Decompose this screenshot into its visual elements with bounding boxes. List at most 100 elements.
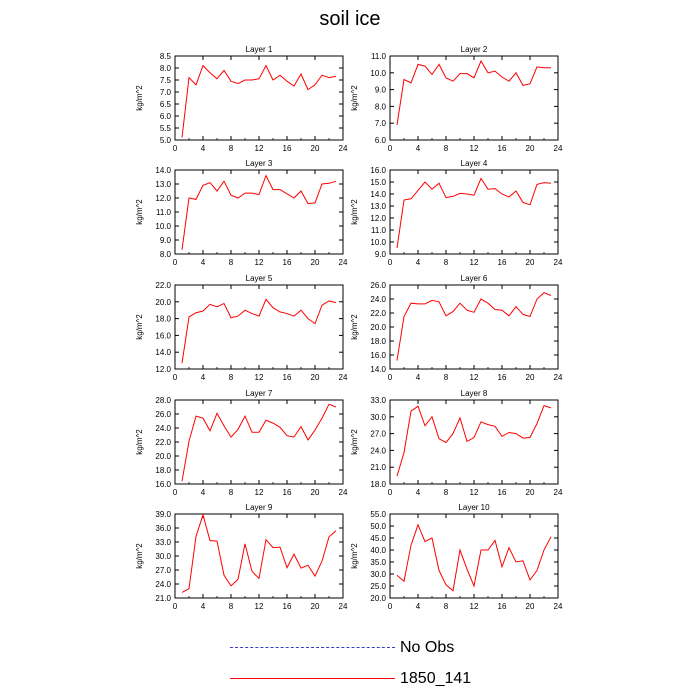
panel-title: Layer 6 [461,274,488,283]
y-tick-label: 45.0 [370,534,386,543]
x-tick-label: 4 [416,602,421,611]
y-tick-label: 55.0 [370,510,386,519]
x-tick-label: 20 [526,144,535,153]
x-tick-label: 16 [498,258,507,267]
x-tick-label: 0 [173,602,178,611]
x-tick-label: 4 [201,488,206,497]
y-tick-label: 5.0 [160,136,172,145]
series-line [181,64,337,138]
panel-frame [174,399,344,485]
x-tick-label: 0 [173,258,178,267]
x-tick-label: 12 [470,488,479,497]
x-tick-label: 4 [201,602,206,611]
y-tick-label: 7.5 [160,76,172,85]
y-tick-label: 10.0 [155,222,171,231]
x-tick-label: 16 [498,144,507,153]
panel-title: Layer 2 [461,45,488,54]
x-tick-label: 12 [255,144,264,153]
y-tick-label: 20.0 [155,452,171,461]
series-line [181,298,337,364]
legend-item-1850-141: 1850_141 [230,667,530,691]
y-tick-label: 21.0 [155,594,171,603]
x-tick-label: 0 [173,144,178,153]
y-tick-label: 8.0 [375,102,387,111]
x-tick-label: 20 [526,373,535,382]
x-tick-label: 8 [444,258,449,267]
x-tick-label: 4 [201,373,206,382]
x-tick-label: 24 [554,488,563,497]
y-tick-label: 22.0 [155,438,171,447]
y-axis-label: kg/m^2 [135,314,144,340]
y-tick-label: 8.0 [160,64,172,73]
y-tick-label: 30.0 [370,570,386,579]
y-tick-label: 33.0 [155,538,171,547]
panel-frame [174,513,344,599]
y-tick-label: 12.0 [370,214,386,223]
y-tick-label: 16.0 [155,480,171,489]
x-tick-label: 8 [229,602,234,611]
series-line [181,174,337,250]
x-tick-label: 16 [498,488,507,497]
y-axis-label: kg/m^2 [350,199,359,225]
y-axis-label: kg/m^2 [350,314,359,340]
legend-label: No Obs [400,639,455,656]
x-tick-label: 0 [388,373,393,382]
y-tick-label: 18.0 [370,480,386,489]
y-tick-label: 7.0 [160,88,172,97]
x-tick-label: 8 [444,602,449,611]
y-tick-label: 10.0 [370,69,386,78]
y-tick-label: 24.0 [370,446,386,455]
y-axis-label: kg/m^2 [135,85,144,111]
legend-item-no-obs: No Obs [230,636,530,660]
x-tick-label: 8 [229,144,234,153]
x-tick-label: 8 [444,488,449,497]
y-tick-label: 33.0 [370,396,386,405]
y-tick-label: 30.0 [370,413,386,422]
panel-title: Layer 9 [246,503,273,512]
page-title: soil ice [319,8,381,30]
y-tick-label: 14.0 [155,348,171,357]
x-tick-label: 16 [498,602,507,611]
panel-frame [174,284,344,370]
y-tick-label: 11.0 [371,52,387,61]
series-line [396,523,552,592]
x-tick-label: 20 [526,488,535,497]
x-tick-label: 24 [339,373,348,382]
y-tick-label: 30.0 [155,552,171,561]
x-tick-label: 4 [416,144,421,153]
x-tick-label: 8 [444,373,449,382]
x-tick-label: 0 [388,144,393,153]
y-tick-label: 16.0 [155,331,171,340]
y-tick-label: 14.0 [370,190,386,199]
x-tick-label: 12 [470,602,479,611]
y-tick-label: 22.0 [155,281,171,290]
x-tick-label: 0 [388,258,393,267]
panel-frame [389,284,559,370]
series-line [396,177,552,249]
panel-frame [389,55,559,141]
panel-title: Layer 5 [246,274,273,283]
y-tick-label: 13.0 [370,202,386,211]
y-tick-label: 24.0 [155,424,171,433]
panel-title: Layer 4 [461,159,488,168]
legend-line-dashed [230,647,395,648]
x-tick-label: 20 [526,602,535,611]
y-tick-label: 14.0 [155,166,171,175]
y-tick-label: 21.0 [370,463,386,472]
panel-frame [174,169,344,255]
panel-title: Layer 7 [246,389,273,398]
y-tick-label: 22.0 [370,309,386,318]
x-tick-label: 24 [339,144,348,153]
y-tick-label: 7.0 [375,119,387,128]
y-tick-label: 25.0 [370,582,386,591]
y-tick-label: 12.0 [155,194,171,203]
x-tick-label: 24 [339,488,348,497]
x-tick-label: 20 [311,258,320,267]
y-tick-label: 5.5 [160,124,172,133]
y-tick-label: 12.0 [155,365,171,374]
panel-title: Layer 3 [246,159,273,168]
x-tick-label: 8 [229,373,234,382]
y-tick-label: 8.5 [160,52,172,61]
y-tick-label: 16.0 [370,166,386,175]
series-line [396,292,552,361]
